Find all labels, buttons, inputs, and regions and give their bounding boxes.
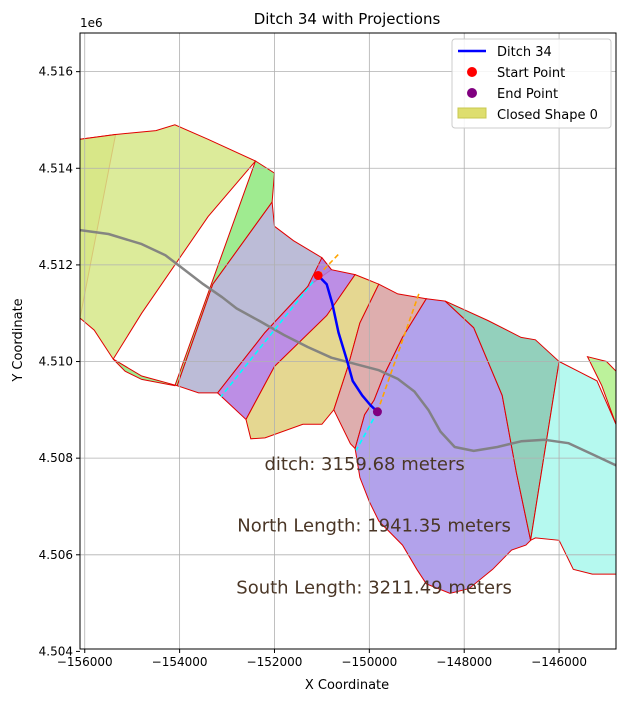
legend-label-start: Start Point xyxy=(497,66,565,81)
end-point-marker xyxy=(372,407,382,417)
ditch-34-line xyxy=(317,274,379,413)
x-tick-label: −146000 xyxy=(531,655,587,669)
annotations-layer: ditch: 3159.68 meters North Length: 1941.… xyxy=(236,454,512,598)
region-2 xyxy=(112,160,276,387)
y-tick-label: 4.510 xyxy=(39,355,73,369)
annotation-2: South Length: 3211.49 meters xyxy=(236,577,512,598)
y-tick-label: 4.514 xyxy=(39,161,73,175)
start-point-marker xyxy=(313,271,323,281)
north-projection-line xyxy=(317,253,340,277)
y-offset-label: 1e6 xyxy=(80,16,103,30)
plot-area xyxy=(80,33,616,649)
x-tick-label: −156000 xyxy=(57,655,113,669)
x-axis-label: X Coordinate xyxy=(305,678,389,693)
x-tick-label: −150000 xyxy=(341,655,397,669)
regions-layer xyxy=(80,124,616,594)
south-projection-line xyxy=(355,411,379,451)
axes-frame xyxy=(79,32,617,650)
markers-layer xyxy=(313,271,382,417)
legend-swatch-start xyxy=(467,67,477,77)
legend-label-ditch: Ditch 34 xyxy=(497,45,552,60)
legend-label-shape: Closed Shape 0 xyxy=(497,108,598,123)
legend-swatch-shape xyxy=(457,107,487,119)
x-tick-label: −152000 xyxy=(247,655,303,669)
x-tick-label: −154000 xyxy=(152,655,208,669)
chart-title: Ditch 34 with Projections xyxy=(254,10,441,28)
region-9 xyxy=(529,360,616,575)
annotation-1: North Length: 1941.35 meters xyxy=(237,516,511,537)
legend-swatch-end xyxy=(467,88,477,98)
north-projection-line xyxy=(376,292,420,413)
legend-label-end: End Point xyxy=(497,87,558,102)
grid-layer xyxy=(80,33,616,649)
y-tick-label: 4.504 xyxy=(39,644,73,658)
annotation-0: ditch: 3159.68 meters xyxy=(264,454,464,475)
y-tick-label: 4.508 xyxy=(39,451,73,465)
legend: Ditch 34 Start Point End Point Closed Sh… xyxy=(451,38,612,129)
south-projection-line xyxy=(220,274,319,398)
region-10 xyxy=(586,355,616,425)
x-ticks: −156000 −154000 −152000 −150000 −148000 −1460… xyxy=(57,649,587,669)
legend-box xyxy=(451,38,612,129)
x-tick-label: −148000 xyxy=(436,655,492,669)
y-axis-label: Y Coordinate xyxy=(11,298,26,382)
lines-layer xyxy=(80,228,616,467)
y-tick-label: 4.516 xyxy=(39,65,73,79)
centerline xyxy=(80,228,616,467)
y-tick-label: 4.506 xyxy=(39,548,73,562)
y-ticks: 4.504 4.506 4.508 4.510 4.512 4.514 4.516 xyxy=(39,65,80,658)
y-tick-label: 4.512 xyxy=(39,258,73,272)
